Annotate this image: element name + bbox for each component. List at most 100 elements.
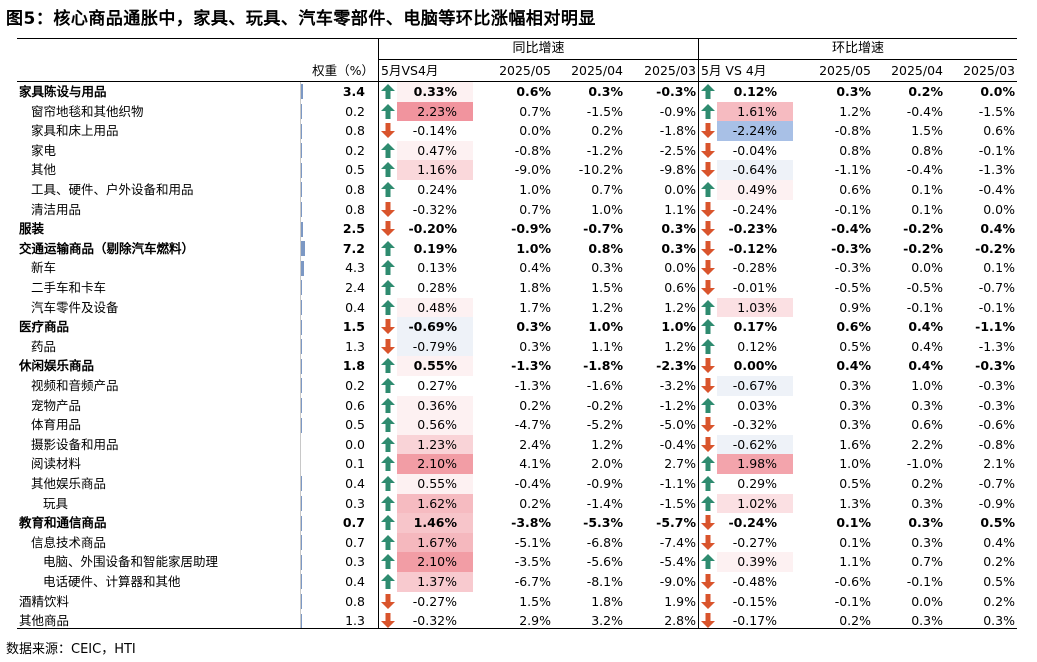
row-label: 电话硬件、计算器和其他 [43, 574, 181, 589]
yoy-diff-value: 1.23% [417, 436, 457, 452]
yoy-apr-value: 0.3% [591, 260, 623, 276]
yoy-diff-value: 0.19% [413, 240, 457, 256]
weight-bar [301, 339, 302, 355]
group-header-mom: 环比增速 [831, 41, 884, 56]
weight-value: 0.8 [345, 182, 365, 197]
weight-value: 0.7 [345, 534, 365, 550]
arrow-up-icon [701, 102, 719, 122]
weight-bar [301, 280, 303, 296]
yoy-mar-value: -3.2% [659, 378, 696, 393]
arrow-down-icon [701, 533, 719, 553]
yoy-apr-value: 1.0% [588, 319, 623, 335]
arrow-down-icon [381, 592, 399, 612]
arrow-up-icon [381, 278, 399, 298]
weight-bar [301, 319, 302, 335]
mom-may-value: -0.3% [834, 260, 871, 276]
mom-apr-value: 1.5% [911, 123, 943, 139]
mom-may-value: -0.6% [834, 574, 871, 589]
arrow-up-icon [381, 572, 399, 592]
header-mom-diff: 5月 VS 4月 [701, 63, 767, 78]
mom-mar-value: -0.1% [978, 299, 1015, 315]
yoy-may-value: 0.6% [516, 84, 551, 99]
weight-bar [301, 221, 303, 237]
yoy-apr-value: -0.7% [583, 221, 623, 237]
mom-apr-value: 0.1% [911, 201, 943, 217]
mom-mar-value: -0.1% [978, 142, 1015, 158]
mom-may-value: 0.3% [839, 397, 871, 413]
arrow-down-icon [701, 513, 719, 533]
yoy-apr-value: 1.2% [591, 299, 623, 315]
weight-value: 0.1 [345, 456, 365, 472]
yoy-heat-cell [397, 317, 473, 337]
yoy-mar-value: -1.1% [659, 476, 696, 491]
arrow-down-icon [701, 141, 719, 161]
row-label: 宠物产品 [31, 397, 82, 413]
yoy-may-value: -3.8% [511, 515, 551, 531]
yoy-heat-cell [397, 140, 473, 161]
mom-apr-value: 0.4% [908, 358, 943, 374]
arrow-up-icon [381, 258, 399, 278]
yoy-diff-value: 0.28% [417, 280, 457, 295]
yoy-apr-value: -1.6% [586, 378, 623, 393]
mom-diff-value: -0.17% [732, 613, 777, 629]
mom-apr-value: -0.5% [906, 280, 943, 295]
weight-value: 1.8 [342, 358, 365, 374]
yoy-mar-value: 1.1% [664, 201, 696, 217]
yoy-heat-cell [397, 356, 473, 376]
row-label: 工具、硬件、户外设备和用品 [31, 182, 194, 197]
mom-mar-value: -0.6% [978, 417, 1015, 433]
arrow-up-icon [701, 298, 719, 318]
row-label: 医疗商品 [19, 319, 70, 335]
yoy-mar-value: -1.8% [659, 123, 696, 139]
arrow-down-icon [701, 121, 719, 141]
row-label: 酒精饮料 [19, 593, 70, 609]
yoy-apr-value: 0.3% [588, 84, 623, 99]
arrow-up-icon [381, 82, 399, 102]
arrow-up-icon [381, 454, 399, 474]
row-label: 玩具 [43, 495, 69, 511]
yoy-mar-value: -5.7% [656, 515, 696, 531]
yoy-apr-value: 0.8% [588, 240, 623, 256]
yoy-diff-value: 1.16% [417, 162, 457, 178]
mom-diff-value: 0.17% [733, 319, 777, 335]
yoy-diff-value: 1.46% [413, 515, 457, 531]
mom-diff-value: -0.04% [732, 142, 777, 158]
arrow-up-icon [381, 435, 399, 455]
mom-diff-value: 1.03% [737, 299, 777, 315]
row-label: 教育和通信商品 [19, 515, 107, 531]
mom-apr-value: 0.3% [908, 515, 943, 531]
mom-mar-value: 0.4% [983, 534, 1015, 550]
yoy-diff-value: 0.47% [417, 142, 457, 158]
yoy-mar-value: -9.0% [659, 574, 696, 589]
yoy-diff-value: 0.33% [413, 84, 457, 99]
yoy-may-value: 0.3% [519, 338, 551, 354]
row-label: 阅读材料 [31, 456, 82, 472]
yoy-apr-value: 2.0% [591, 456, 623, 472]
mom-apr-value: 0.3% [911, 495, 943, 511]
arrow-down-icon [381, 121, 399, 141]
mom-may-value: 1.3% [839, 495, 871, 511]
mom-mar-value: 0.4% [980, 221, 1015, 237]
yoy-apr-value: 1.5% [591, 280, 623, 295]
weight-value: 1.5 [342, 319, 365, 335]
yoy-heat-cell [397, 336, 473, 357]
yoy-mar-value: -0.3% [656, 84, 696, 99]
mom-apr-value: 0.2% [908, 84, 943, 99]
arrow-up-icon [701, 82, 719, 102]
weight-bar [301, 84, 304, 100]
yoy-may-value: 0.3% [516, 319, 551, 335]
yoy-diff-value: 0.24% [417, 182, 457, 197]
yoy-diff-value: 2.10% [417, 456, 457, 472]
mom-apr-value: -0.2% [903, 240, 943, 256]
yoy-mar-value: -7.4% [659, 534, 696, 550]
weight-bar [301, 613, 302, 629]
mom-diff-value: -0.24% [728, 515, 777, 531]
mom-may-value: -0.8% [834, 123, 871, 139]
mom-apr-value: -0.1% [906, 299, 943, 315]
mom-mar-value: 2.1% [983, 456, 1015, 472]
mom-mar-value: 0.0% [983, 201, 1015, 217]
mom-may-value: 0.8% [839, 142, 871, 158]
mom-diff-value: 1.02% [737, 495, 777, 511]
mom-apr-value: 2.2% [911, 436, 943, 452]
yoy-may-value: 0.2% [519, 397, 551, 413]
